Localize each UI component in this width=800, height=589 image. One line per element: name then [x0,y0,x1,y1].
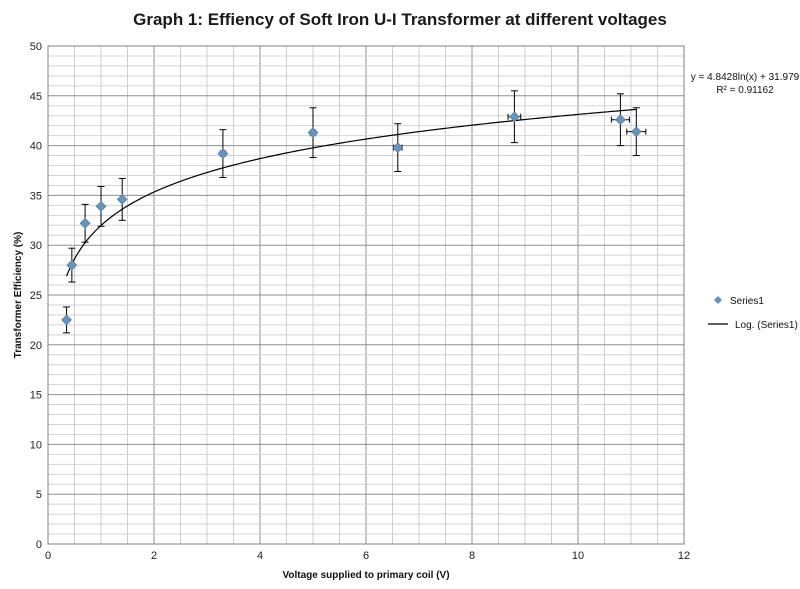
data-point [95,185,107,227]
x-axis-ticks: 0 2 4 6 8 10 12 [45,550,690,562]
data-marker [307,127,319,139]
y-tick-label: 35 [30,190,42,202]
legend-marker-series1 [714,296,722,304]
data-marker [217,148,229,159]
data-marker [508,111,520,123]
plot-area-border [47,45,685,545]
data-point [392,123,404,172]
trendline-equation: y = 4.8428ln(x) + 31.979 [691,72,800,83]
data-point [66,247,78,283]
data-marker [116,193,128,205]
x-tick-label: 4 [257,550,263,562]
data-point [79,203,91,243]
y-tick-label: 10 [30,439,42,451]
y-tick-label: 45 [30,91,42,103]
data-marker [630,126,642,138]
data-marker [79,217,91,229]
x-tick-label: 12 [678,550,690,562]
y-tick-label: 5 [36,489,42,501]
data-marker [66,259,78,271]
data-point [507,90,522,144]
data-point [217,129,229,178]
y-tick-label: 20 [30,340,42,352]
y-tick-label: 30 [30,240,42,252]
y-tick-label: 0 [36,539,42,551]
chart-title: Graph 1: Effiency of Soft Iron U-I Trans… [133,10,667,29]
data-marker [61,314,72,326]
y-axis-label: Transformer Efficiency (%) [13,232,24,359]
y-tick-label: 40 [30,141,42,153]
data-points [61,90,647,334]
data-marker [392,142,404,154]
y-axis-ticks: 0 5 10 15 20 25 30 35 40 45 50 [30,41,42,551]
data-point [116,177,128,221]
data-point [626,107,647,157]
legend-label-series1: Series1 [730,296,764,307]
data-marker [614,114,626,126]
x-tick-label: 0 [45,550,51,562]
x-tick-label: 2 [151,550,157,562]
y-tick-label: 50 [30,41,42,53]
grid [47,45,685,545]
data-point [307,107,319,159]
legend: Series1 Log. (Series1) [708,296,798,331]
y-tick-label: 15 [30,390,42,402]
y-tick-label: 25 [30,290,42,302]
data-marker [95,200,107,212]
x-tick-label: 10 [572,550,584,562]
data-point [610,93,630,147]
x-tick-label: 6 [363,550,369,562]
legend-label-trendline: Log. (Series1) [735,320,798,331]
data-point [61,306,72,334]
x-tick-label: 8 [469,550,475,562]
r-squared: R² = 0.91162 [716,85,774,96]
x-axis-label: Voltage supplied to primary coil (V) [282,570,449,581]
trendline [65,108,637,277]
